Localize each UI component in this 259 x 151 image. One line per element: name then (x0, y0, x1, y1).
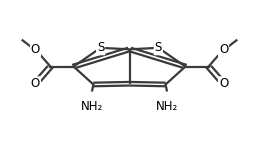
Text: O: O (31, 43, 40, 56)
Text: S: S (97, 41, 104, 54)
Text: S: S (155, 41, 162, 54)
Text: NH₂: NH₂ (81, 100, 103, 113)
Text: NH₂: NH₂ (156, 100, 178, 113)
Text: O: O (31, 77, 40, 90)
Text: O: O (219, 43, 228, 56)
Text: O: O (219, 77, 228, 90)
